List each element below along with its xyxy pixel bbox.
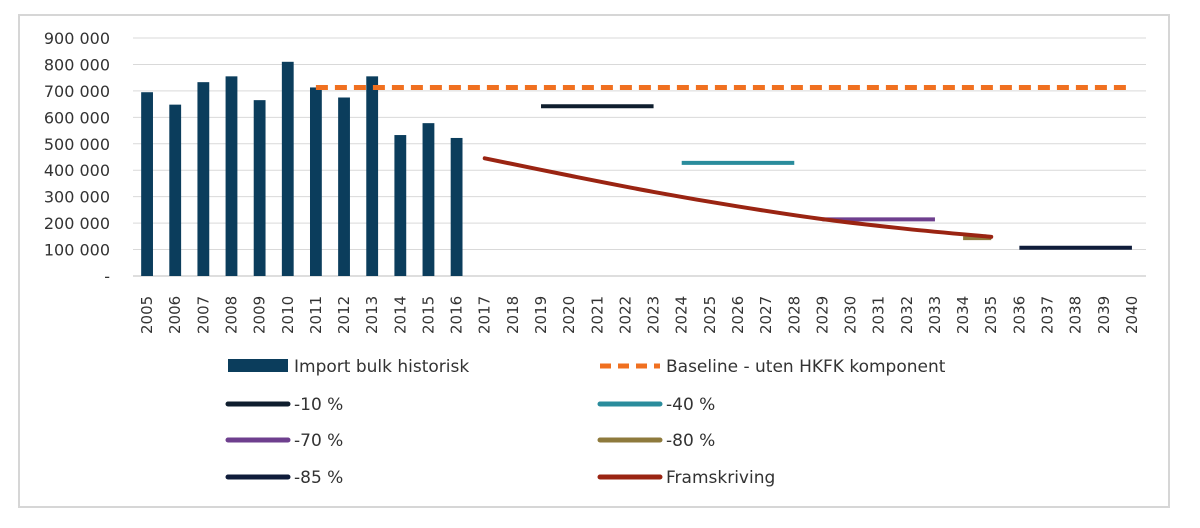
legend-label: Baseline - uten HKFK komponent — [666, 357, 946, 377]
bar-2010 — [281, 61, 294, 276]
y-tick-label: 900 000 — [44, 29, 110, 48]
x-tick-label: 2012 — [335, 296, 353, 334]
x-tick-label: 2037 — [1039, 296, 1057, 334]
x-tick-label: 2017 — [476, 296, 494, 334]
x-tick-label: 2038 — [1067, 296, 1085, 334]
bar-2014 — [394, 135, 407, 276]
x-tick-label: 2008 — [222, 296, 240, 334]
x-tick-label: 2026 — [729, 296, 747, 334]
legend-label: -85 % — [294, 468, 343, 488]
x-tick-label: 2029 — [813, 296, 831, 334]
x-tick-label: 2014 — [391, 296, 409, 334]
y-tick-label: 100 000 — [44, 241, 110, 260]
legend-swatch — [228, 359, 288, 372]
x-tick-label: 2020 — [560, 296, 578, 334]
x-tick-label: 2015 — [419, 296, 437, 334]
x-tick-label: 2036 — [1010, 296, 1028, 334]
x-tick-label: 2035 — [982, 296, 1000, 334]
x-tick-label: 2021 — [588, 296, 606, 334]
x-tick-label: 2034 — [954, 296, 972, 334]
x-tick-label: 2010 — [279, 296, 297, 334]
y-tick-label: 600 000 — [44, 108, 110, 127]
x-tick-label: 2031 — [870, 296, 888, 334]
x-tick-label: 2024 — [673, 296, 691, 334]
y-tick-label: 700 000 — [44, 82, 110, 101]
legend-label: Framskriving — [666, 468, 775, 488]
y-tick-label: - — [104, 267, 110, 286]
legend-label: -80 % — [666, 431, 715, 451]
x-tick-label: 2019 — [532, 296, 550, 334]
bar-2008 — [225, 76, 238, 276]
x-tick-label: 2011 — [307, 296, 325, 334]
x-tick-label: 2032 — [898, 296, 916, 334]
bar-2011 — [309, 87, 322, 276]
x-tick-label: 2007 — [194, 296, 212, 334]
x-tick-label: 2039 — [1095, 296, 1113, 334]
bar-2012 — [338, 97, 350, 276]
x-tick-label: 2027 — [757, 296, 775, 334]
x-tick-label: 2016 — [448, 296, 466, 334]
bar-2016 — [450, 137, 463, 276]
x-tick-label: 2009 — [251, 296, 269, 334]
legend-label: -40 % — [666, 395, 715, 415]
x-tick-label: 2022 — [616, 296, 634, 334]
y-tick-label: 400 000 — [44, 161, 110, 180]
legend-label: -70 % — [294, 431, 343, 451]
x-tick-label: 2033 — [926, 296, 944, 334]
x-tick-label: 2018 — [504, 296, 522, 334]
bar-2006 — [169, 104, 182, 276]
bar-2015 — [422, 123, 435, 276]
legend-label: Import bulk historisk — [294, 357, 469, 377]
bar-2007 — [197, 82, 210, 276]
x-tick-label: 2013 — [363, 296, 381, 334]
x-tick-label: 2005 — [138, 296, 156, 334]
x-tick-label: 2030 — [842, 296, 860, 334]
legend-label: -10 % — [294, 395, 343, 415]
x-tick-label: 2025 — [701, 296, 719, 334]
x-tick-label: 2040 — [1123, 296, 1141, 334]
bar-2013 — [366, 76, 379, 276]
bar-2009 — [253, 100, 266, 277]
y-tick-label: 300 000 — [44, 188, 110, 207]
x-tick-label: 2006 — [166, 296, 184, 334]
series-line-framskriving — [482, 156, 994, 239]
bar-2005 — [141, 92, 153, 276]
y-tick-label: 800 000 — [44, 55, 110, 74]
x-tick-label: 2023 — [645, 296, 663, 334]
y-tick-label: 500 000 — [44, 135, 110, 154]
x-tick-label: 2028 — [785, 296, 803, 334]
y-tick-label: 200 000 — [44, 214, 110, 233]
chart-frame — [18, 14, 1170, 508]
